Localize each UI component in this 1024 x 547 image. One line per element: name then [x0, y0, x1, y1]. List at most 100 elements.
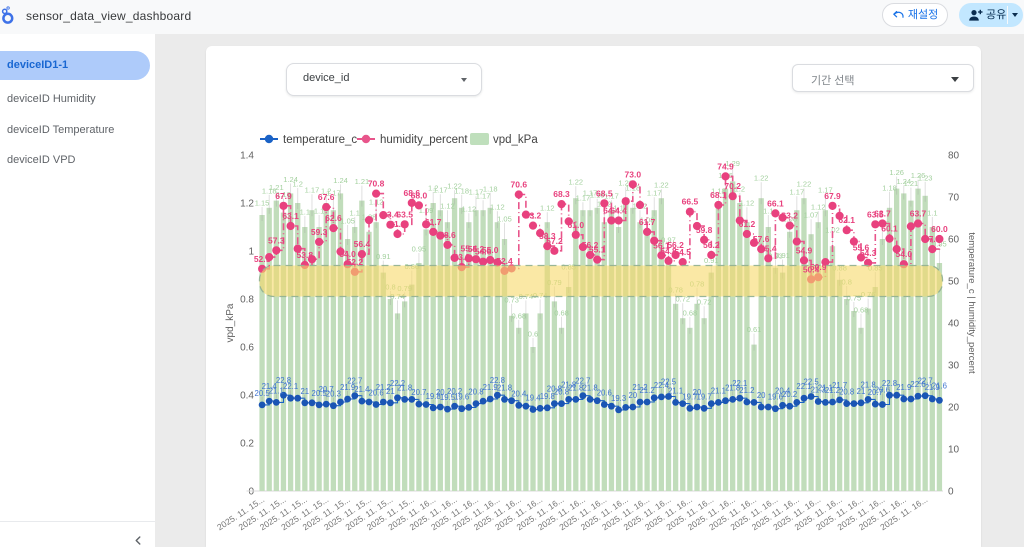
svg-text:20.5: 20.5 [255, 389, 271, 398]
svg-text:vpd_kPa: vpd_kPa [493, 134, 538, 146]
svg-text:1.22: 1.22 [654, 181, 669, 190]
svg-text:1.17: 1.17 [583, 189, 598, 198]
svg-text:70.8: 70.8 [368, 179, 385, 189]
svg-text:21.4: 21.4 [262, 382, 278, 391]
svg-text:1.17: 1.17 [790, 188, 805, 197]
svg-text:54.0: 54.0 [896, 249, 913, 259]
svg-text:0.97: 0.97 [661, 236, 676, 245]
svg-text:1.17: 1.17 [305, 186, 320, 195]
svg-text:57.6: 57.6 [924, 234, 941, 244]
svg-text:21.4: 21.4 [354, 385, 370, 394]
svg-text:21.1: 21.1 [818, 383, 833, 392]
svg-text:1.26: 1.26 [911, 171, 926, 180]
svg-text:50: 50 [948, 277, 960, 288]
svg-text:1.08: 1.08 [782, 214, 797, 223]
svg-text:1.18: 1.18 [454, 186, 469, 195]
svg-text:0.8: 0.8 [240, 295, 254, 306]
svg-text:20: 20 [628, 391, 637, 400]
svg-text:57.6: 57.6 [753, 234, 770, 244]
svg-text:19.8: 19.8 [540, 392, 555, 401]
svg-text:1.17: 1.17 [576, 194, 591, 203]
svg-text:21.6: 21.6 [932, 381, 947, 390]
svg-text:56.2: 56.2 [667, 240, 684, 250]
svg-text:0: 0 [948, 487, 954, 498]
svg-text:21.8: 21.8 [861, 380, 876, 389]
svg-text:63.2: 63.2 [525, 211, 542, 221]
svg-text:58.6: 58.6 [439, 230, 456, 240]
svg-text:1.1: 1.1 [350, 209, 360, 218]
svg-text:20.8: 20.8 [547, 385, 562, 394]
svg-text:1.12: 1.12 [740, 199, 755, 208]
svg-text:1.2: 1.2 [735, 185, 745, 194]
svg-text:22.8: 22.8 [276, 376, 291, 385]
svg-text:20.7: 20.7 [868, 388, 883, 397]
svg-text:55.4: 55.4 [461, 243, 478, 253]
svg-text:1.18: 1.18 [590, 190, 605, 199]
svg-text:1.18: 1.18 [882, 183, 897, 192]
svg-text:22.5: 22.5 [804, 378, 820, 387]
svg-text:40: 40 [948, 319, 960, 330]
svg-text:60.1: 60.1 [881, 224, 898, 234]
svg-text:1.23: 1.23 [918, 173, 933, 182]
svg-text:20.8: 20.8 [839, 388, 854, 397]
svg-text:1.18: 1.18 [483, 184, 498, 193]
svg-text:0.95: 0.95 [932, 240, 947, 249]
svg-text:1.05: 1.05 [340, 217, 355, 226]
svg-text:54.0: 54.0 [339, 249, 356, 259]
svg-text:53.3: 53.3 [453, 252, 470, 262]
svg-text:20: 20 [693, 388, 702, 397]
svg-text:1.2: 1.2 [240, 199, 254, 210]
svg-text:22.4: 22.4 [654, 381, 670, 390]
svg-text:0.91: 0.91 [704, 256, 719, 265]
svg-text:57.2: 57.2 [546, 236, 563, 246]
svg-text:63.4: 63.4 [382, 210, 399, 220]
svg-text:0.73: 0.73 [504, 295, 519, 304]
svg-text:1.22: 1.22 [797, 180, 812, 189]
svg-text:50.4: 50.4 [803, 264, 820, 274]
svg-text:56.2: 56.2 [582, 240, 599, 250]
svg-text:19.3: 19.3 [611, 394, 626, 403]
svg-text:54.5: 54.5 [674, 247, 691, 257]
svg-text:0.68: 0.68 [511, 311, 526, 320]
svg-text:21.8: 21.8 [568, 383, 583, 392]
svg-text:20.2: 20.2 [782, 390, 797, 399]
svg-text:0.91: 0.91 [376, 252, 391, 261]
svg-text:21.1: 21.1 [711, 386, 726, 395]
svg-text:1.1: 1.1 [300, 208, 310, 217]
svg-text:60: 60 [948, 235, 960, 246]
svg-text:80: 80 [948, 151, 960, 162]
svg-text:21.8: 21.8 [583, 383, 598, 392]
svg-text:0.95: 0.95 [412, 245, 427, 254]
svg-text:19.7: 19.7 [697, 392, 712, 401]
svg-text:1.16: 1.16 [276, 190, 291, 199]
svg-text:20: 20 [948, 403, 960, 414]
svg-text:21.3: 21.3 [811, 386, 826, 395]
svg-text:1.15: 1.15 [255, 199, 270, 208]
svg-text:0.6: 0.6 [240, 343, 254, 354]
svg-text:64.4: 64.4 [603, 206, 620, 216]
svg-text:20.8: 20.8 [554, 388, 569, 397]
svg-text:19.7: 19.7 [682, 392, 697, 401]
svg-text:1.12: 1.12 [490, 203, 505, 212]
svg-text:22.7: 22.7 [347, 377, 362, 386]
svg-text:68.1: 68.1 [710, 190, 727, 200]
svg-text:53.8: 53.8 [297, 250, 314, 260]
svg-text:52.9: 52.9 [254, 254, 271, 264]
svg-text:55.2: 55.2 [468, 244, 485, 254]
svg-text:1.05: 1.05 [497, 215, 512, 224]
svg-text:61.7: 61.7 [425, 217, 442, 227]
svg-text:temperature_c | humidity_perce: temperature_c | humidity_percent [966, 232, 977, 374]
svg-text:59.8: 59.8 [696, 225, 713, 235]
svg-text:20.6: 20.6 [875, 386, 890, 395]
svg-text:20.5: 20.5 [312, 389, 328, 398]
svg-text:1.22: 1.22 [447, 182, 462, 191]
svg-text:1.17: 1.17 [647, 189, 662, 198]
svg-text:0.61: 0.61 [747, 325, 762, 334]
svg-text:20.3: 20.3 [326, 390, 341, 399]
svg-text:20.6: 20.6 [597, 389, 612, 398]
svg-text:20: 20 [436, 388, 445, 397]
svg-text:73.0: 73.0 [625, 169, 642, 179]
svg-text:55.6: 55.6 [853, 243, 870, 253]
svg-text:20.7: 20.7 [319, 385, 334, 394]
svg-text:10: 10 [948, 445, 960, 456]
